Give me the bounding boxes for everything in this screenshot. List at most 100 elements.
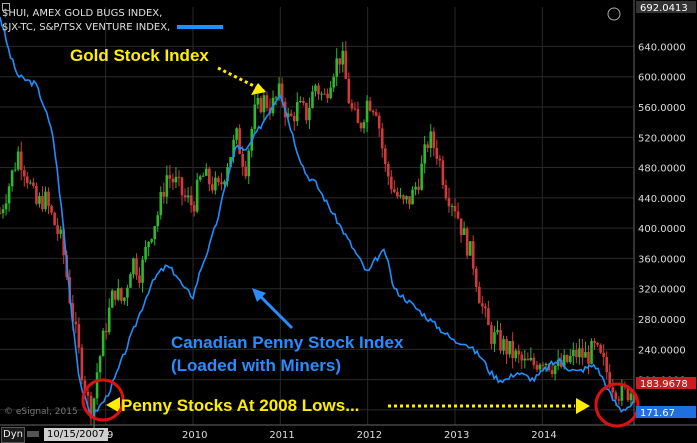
hui-candle-body	[541, 364, 545, 366]
y-tick-label: 440.0000	[638, 194, 686, 205]
x-tick-label: 2014	[531, 430, 556, 441]
hui-candle-body	[80, 347, 84, 381]
hui-candle-body	[126, 287, 129, 298]
hui-candle-body	[465, 228, 469, 256]
hui-candle-body	[256, 97, 260, 105]
hui-candle-body	[153, 226, 157, 240]
hui-candle-body	[123, 297, 126, 301]
hui-candle-body	[223, 181, 226, 185]
hui-candle-body	[517, 350, 521, 355]
hui-candle-body	[217, 177, 220, 183]
hui-candle-body	[265, 95, 269, 109]
venture-tag: 171.67	[640, 408, 675, 419]
x-tick-label: 2010	[182, 430, 207, 441]
hui-candle-body	[110, 290, 114, 308]
hui-candle-body	[211, 184, 214, 191]
hui-candle-body	[92, 398, 96, 419]
hui-candle-body	[41, 196, 44, 210]
hui-tag-bg	[636, 377, 696, 389]
circle-2015-low	[594, 382, 640, 428]
lows-arrowhead-left	[106, 397, 120, 413]
hui-candle-body	[150, 239, 153, 242]
hui-candle-body	[371, 110, 375, 113]
hui-candle-body	[477, 286, 481, 304]
hui-candle-body	[417, 186, 420, 190]
hui-candle-body	[56, 225, 59, 234]
hui-candle-body	[259, 97, 263, 113]
hui-candle-body	[374, 112, 378, 116]
hui-candle-body	[98, 356, 102, 373]
legend-collapse-icon[interactable]	[2, 3, 10, 11]
hui-candle-body	[396, 192, 399, 197]
hui-candle-body	[38, 196, 41, 204]
hui-candle-body	[77, 324, 81, 348]
hui-candle-body	[581, 348, 584, 358]
hui-candle-body	[198, 176, 202, 180]
hui-candle-body	[253, 104, 257, 129]
y-tick-label: 560.0000	[638, 103, 686, 114]
y-tick-label: 600.0000	[638, 73, 686, 84]
hui-candle-body	[553, 365, 557, 375]
y-tick-label: 480.0000	[638, 164, 686, 175]
hui-candle-body	[214, 177, 217, 191]
hui-candle-body	[593, 341, 596, 343]
hui-candle-body	[502, 339, 505, 351]
time-axis-scroll[interactable]	[27, 431, 39, 437]
hui-candle-body	[380, 128, 384, 149]
hui-candle-body	[456, 211, 460, 219]
hui-candle-body	[629, 393, 633, 401]
chart-menu-icon[interactable]	[607, 7, 621, 21]
dyn-button[interactable]: Dyn	[1, 427, 25, 443]
x-tick-label: 2013	[444, 430, 469, 441]
hui-candle-body	[10, 170, 14, 187]
hui-candle-body	[174, 176, 178, 183]
hui-candle-body	[423, 144, 426, 164]
hui-candle-body	[308, 107, 311, 121]
hui-candle-body	[229, 157, 232, 168]
top-price-tag-bg	[636, 1, 696, 13]
hui-candle-body	[429, 131, 433, 149]
hui-candle-body	[544, 363, 548, 366]
hui-candle-body	[295, 102, 299, 122]
hui-candle-body	[362, 122, 366, 129]
hui-candle-body	[481, 303, 484, 307]
hui-candle-body	[244, 166, 248, 177]
hui-candle-body	[441, 160, 445, 186]
hui-candle-body	[326, 93, 329, 99]
hui-candle-body	[529, 357, 533, 361]
x-tick-label: 2011	[269, 430, 294, 441]
annotation-gold: Gold Stock Index	[70, 46, 209, 65]
hui-candle-body	[538, 364, 542, 370]
hui-candle-body	[323, 93, 326, 95]
hui-candle-body	[86, 391, 90, 396]
hui-candle-body	[19, 151, 23, 171]
hui-candle-body	[262, 95, 266, 113]
hui-candle-body	[104, 330, 108, 333]
hui-candle-body	[368, 100, 372, 111]
hui-candle-body	[247, 150, 251, 177]
y-tick-label: 280.0000	[638, 315, 686, 326]
hui-candle-body	[29, 182, 32, 184]
hui-candle-body	[329, 87, 332, 99]
hui-candle-body	[311, 91, 314, 108]
hui-candle-body	[338, 58, 342, 65]
hui-candle-body	[408, 196, 411, 205]
hui-candle-body	[605, 357, 608, 373]
hui-candle-body	[120, 287, 123, 301]
hui-candle-body	[302, 100, 305, 103]
circle-2008-low	[81, 378, 125, 422]
hui-candle-body	[280, 83, 284, 102]
hui-candle-body	[71, 303, 75, 322]
hui-candle-body	[201, 175, 205, 177]
hui-candle-body	[523, 358, 527, 361]
hui-candle-body	[575, 349, 578, 358]
hui-candle-body	[559, 359, 563, 367]
venture-series-path	[0, 16, 635, 420]
hui-candle-body	[22, 170, 26, 177]
y-tick-label: 640.0000	[638, 42, 686, 53]
hui-candle-body	[426, 144, 430, 149]
hui-candle-body	[129, 274, 132, 288]
hui-candle-body	[314, 85, 317, 92]
penny-arrowhead	[252, 288, 266, 302]
hui-candle-body	[35, 185, 38, 204]
